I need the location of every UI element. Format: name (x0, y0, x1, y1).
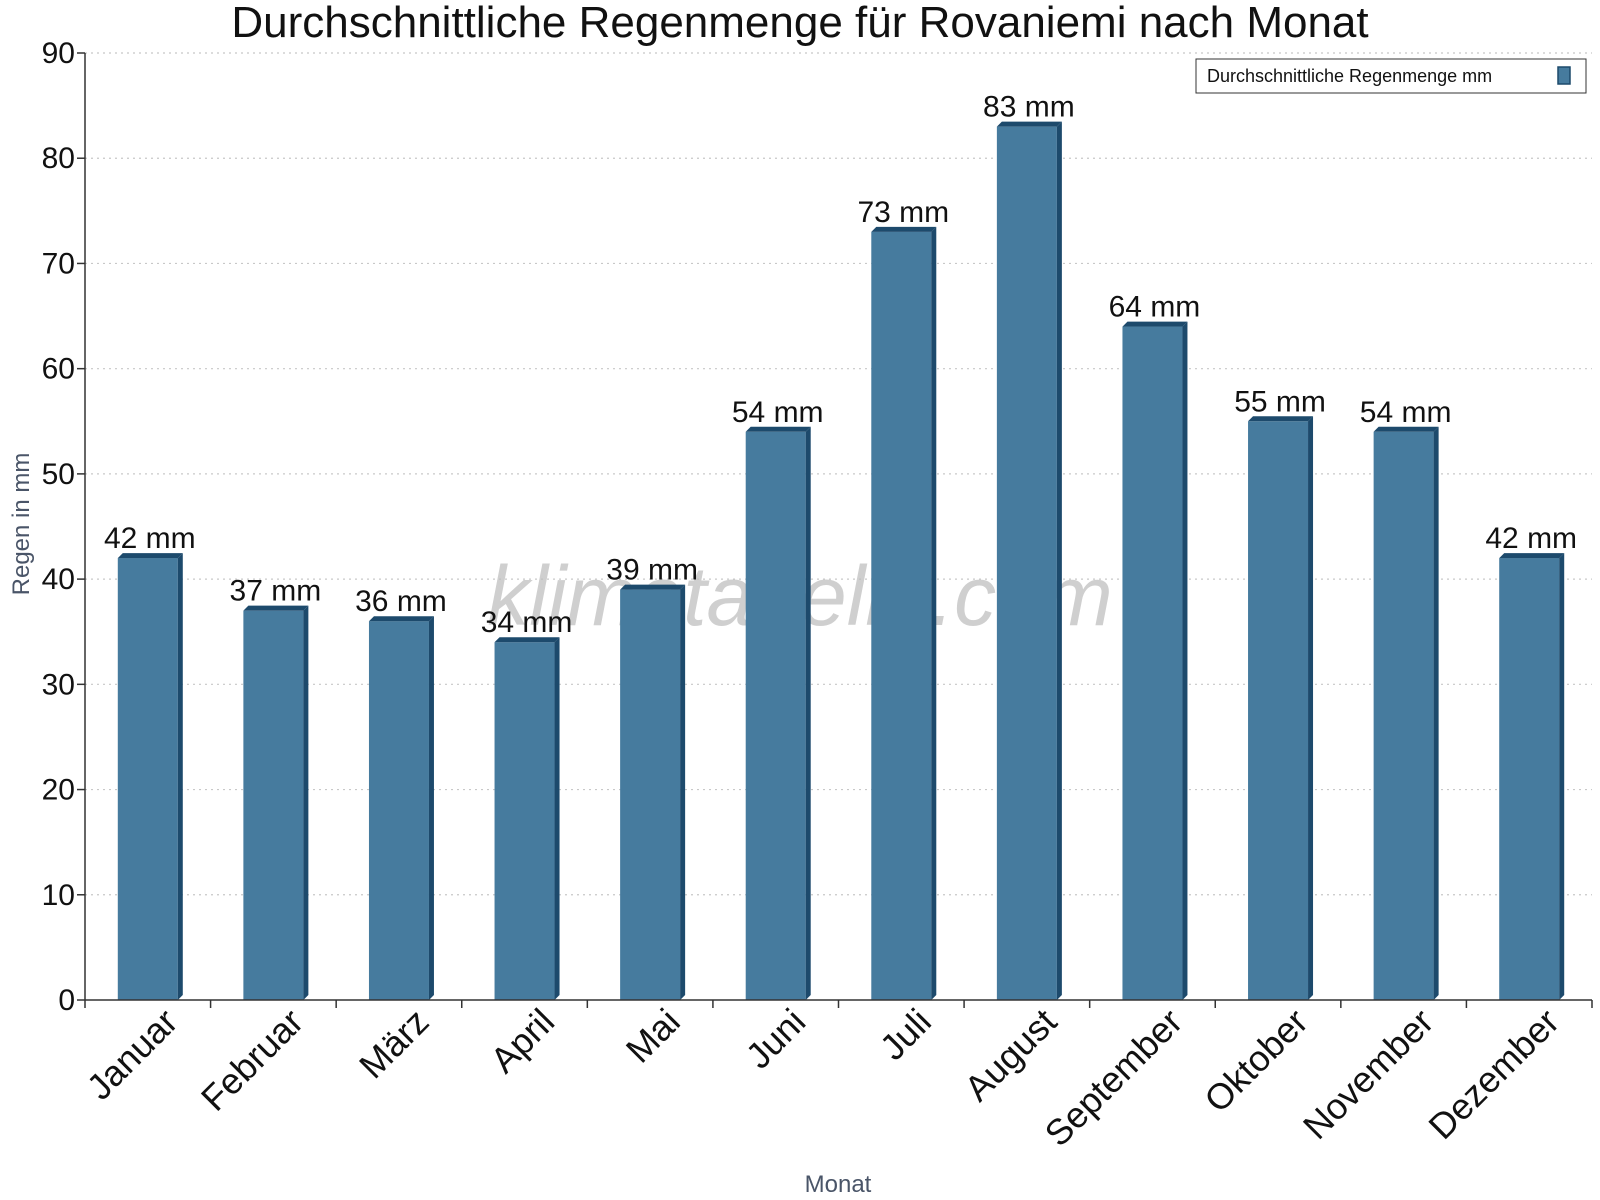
data-label: 55 mm (1234, 385, 1326, 418)
bar-top (745, 426, 811, 432)
bar-front (368, 621, 429, 1000)
bar-side (931, 226, 937, 1000)
x-tick-label: Juni (738, 1001, 814, 1077)
bar-front (117, 558, 178, 1000)
gridlines (85, 52, 1592, 896)
x-tick-label: März (351, 1001, 437, 1087)
bar-9 (1122, 321, 1188, 1001)
x-ticks: Januar Februar März April Mai Juni Juli AugustS… (79, 1000, 1593, 1155)
bar-front (871, 231, 932, 1000)
bar-1 (117, 553, 183, 1000)
data-label: 64 mm (1109, 291, 1201, 324)
bar-side (805, 426, 811, 1000)
data-label: 39 mm (606, 554, 698, 587)
bar-top (117, 553, 183, 559)
data-label: 42 mm (104, 522, 196, 555)
bar-front (745, 431, 806, 1000)
bar-top (1248, 416, 1314, 422)
x-tick-label: November (1295, 1001, 1441, 1147)
data-label: 37 mm (230, 575, 322, 608)
legend-swatch (1557, 66, 1571, 85)
bar-top (1122, 321, 1188, 327)
bar-side (428, 616, 434, 1000)
x-tick-label: Mai (618, 1001, 688, 1071)
legend-box (1195, 58, 1587, 94)
x-tick-label: August (956, 1001, 1064, 1109)
x-tick-label: Oktober (1196, 1001, 1316, 1121)
y-tick-label: 80 (42, 142, 75, 175)
bar-side (1308, 416, 1314, 1000)
y-axis-label: Regen in mm (8, 453, 35, 596)
bar-10 (1248, 416, 1314, 1000)
bar-8 (996, 121, 1062, 1000)
bar-side (680, 584, 686, 1000)
y-tick-label: 40 (42, 563, 75, 596)
bar-side (1056, 121, 1062, 1000)
bar-front (494, 642, 555, 1000)
bar-side (177, 553, 183, 1000)
bar-12 (1499, 553, 1565, 1000)
bar-top (368, 616, 434, 622)
bar-front (1373, 431, 1434, 1000)
bar-top (1373, 426, 1439, 432)
data-label: 54 mm (732, 396, 824, 429)
y-tick-label: 70 (42, 247, 75, 280)
y-tick-label: 20 (42, 774, 75, 807)
data-label: 73 mm (857, 196, 949, 229)
bar-5 (620, 584, 686, 1000)
y-tick-label: 90 (42, 37, 75, 70)
y-tick-label: 30 (42, 668, 75, 701)
x-tick-label: Februar (193, 1001, 311, 1119)
bar-front (1248, 421, 1309, 1000)
data-label: 54 mm (1360, 396, 1452, 429)
bar-top (1499, 553, 1565, 559)
y-tick-label: 60 (42, 353, 75, 386)
bar-front (1499, 558, 1560, 1000)
y-tick-label: 0 (58, 984, 75, 1017)
bar-side (554, 637, 560, 1000)
bar-top (871, 226, 937, 232)
bar-7 (871, 226, 937, 1000)
data-label: 42 mm (1485, 522, 1577, 555)
bar-3 (368, 616, 434, 1000)
bar-top (243, 605, 309, 611)
bar-side (1433, 426, 1439, 1000)
bar-front (620, 589, 681, 1000)
bar-4 (494, 637, 560, 1000)
legend-entry-label: Durchschnittliche Regenmenge mm (1207, 66, 1492, 86)
data-labels: 42 mm 37 mm 36 mm 34 mm 39 mm 54 mm 73 mm 83 mm… (104, 91, 1577, 640)
data-label: 34 mm (481, 606, 573, 639)
data-label: 36 mm (355, 585, 447, 618)
bar-top (620, 584, 686, 590)
legend: Durchschnittliche Regenmenge mm (1195, 58, 1587, 94)
bar-side (1559, 553, 1565, 1000)
data-label: 83 mm (983, 91, 1075, 124)
bar-11 (1373, 426, 1439, 1000)
y-tick-label: 10 (42, 879, 75, 912)
x-tick-label: Dezember (1420, 1001, 1566, 1147)
x-tick-label: September (1037, 1001, 1191, 1155)
bar-front (996, 126, 1057, 1000)
x-tick-label: Januar (79, 1001, 186, 1108)
y-tick-label: 50 (42, 458, 75, 491)
chart-title: Durchschnittliche Regenmenge für Rovanie… (231, 0, 1368, 47)
bar-side (1182, 321, 1188, 1001)
axes (84, 53, 1592, 1001)
bar-2 (243, 605, 309, 1000)
bar-front (1122, 326, 1183, 1001)
bar-top (996, 121, 1062, 127)
bar-side (303, 605, 309, 1000)
bars (117, 121, 1565, 1001)
y-ticks: 0 10 20 30 40 50 60 70 80 90 (42, 37, 85, 1017)
bar-6 (745, 426, 811, 1000)
bar-front (243, 610, 304, 1000)
x-axis-label: Monat (805, 1171, 872, 1198)
x-tick-label: Juli (872, 1001, 939, 1068)
x-tick-label: April (482, 1001, 562, 1081)
bar-top (494, 637, 560, 643)
